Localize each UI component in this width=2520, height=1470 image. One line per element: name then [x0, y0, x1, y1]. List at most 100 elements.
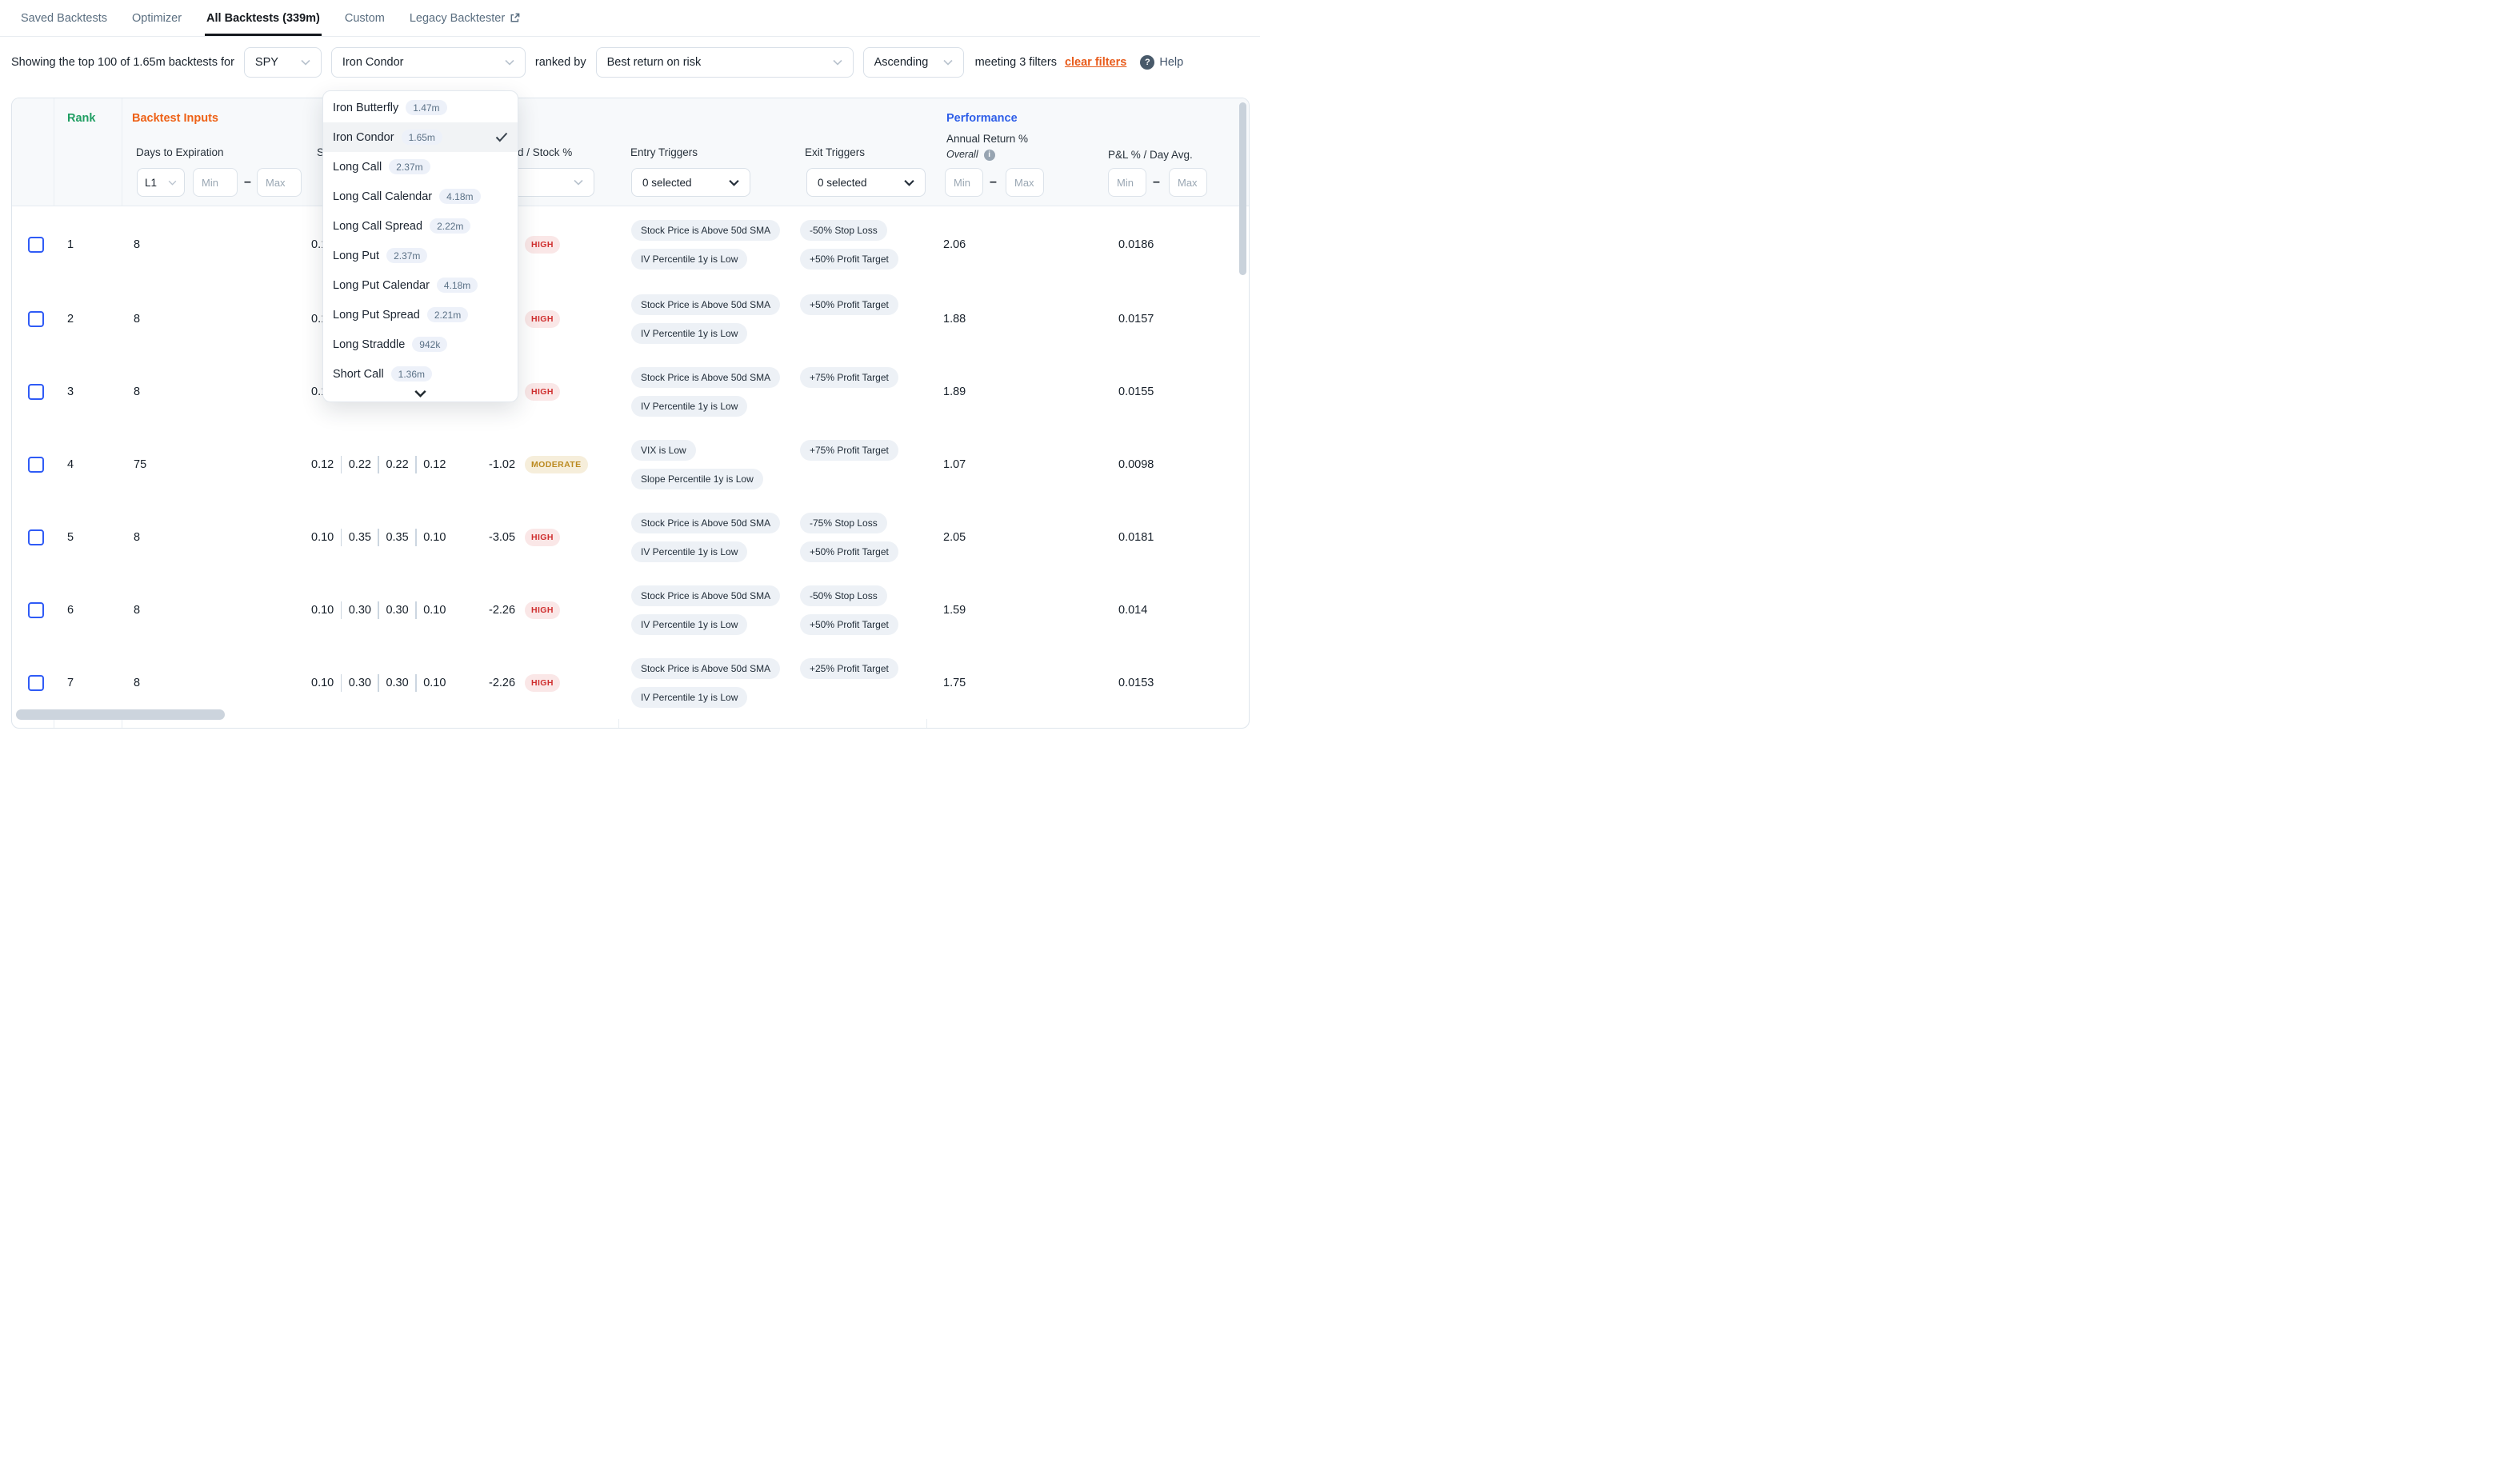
- strike-delta-values: 0.10 0.30 0.30 0.10: [311, 573, 446, 646]
- exit-trigger-pill: +50% Profit Target: [800, 541, 898, 562]
- dropdown-item-count-badge: 1.47m: [406, 100, 447, 115]
- help-button[interactable]: ? Help: [1140, 55, 1183, 70]
- vertical-scrollbar-thumb[interactable]: [1239, 102, 1246, 275]
- dropdown-item-short-call[interactable]: Short Call 1.36m: [323, 359, 518, 389]
- chevron-down-icon: [943, 59, 953, 66]
- nav-tabs: Saved Backtests Optimizer All Backtests (3…: [19, 0, 522, 36]
- chevron-down-icon: [301, 59, 310, 66]
- pl-day-min-input[interactable]: [1108, 168, 1146, 197]
- dropdown-item-label: Long Straddle: [333, 338, 406, 351]
- annual-return-column-label: Annual Return %: [946, 133, 1029, 145]
- annual-return-cell: 1.59: [943, 603, 966, 617]
- sort-order-select[interactable]: Ascending: [862, 47, 964, 78]
- table-row[interactable]: 7 8 0.10 0.30 0.30 0.10 -2.26 HIGH Stock Price i…: [12, 646, 1249, 719]
- external-link-icon: [510, 13, 520, 22]
- row-checkbox[interactable]: [28, 601, 44, 618]
- strategy-dropdown-list: Iron Butterfly 1.47m Iron Condor 1.65m Long …: [323, 93, 518, 389]
- row-checkbox[interactable]: [28, 310, 44, 327]
- strike-delta-value: 0.22: [348, 457, 371, 471]
- pl-day-cell: 0.0186: [1118, 238, 1154, 251]
- tab-all-backtests-339m[interactable]: All Backtests (339m): [205, 0, 322, 36]
- clear-filters-link[interactable]: clear filters: [1064, 56, 1127, 69]
- strike-delta-value: 0.35: [348, 530, 371, 544]
- annual-return-min-input[interactable]: [945, 168, 983, 197]
- row-checkbox[interactable]: [28, 236, 44, 253]
- dropdown-item-long-call[interactable]: Long Call 2.37m: [323, 152, 518, 182]
- horizontal-scrollbar-thumb[interactable]: [16, 709, 225, 720]
- dte-max-input[interactable]: [257, 168, 302, 197]
- dropdown-item-long-straddle[interactable]: Long Straddle 942k: [323, 330, 518, 359]
- ranked-by-label: ranked by: [534, 56, 586, 69]
- entry-trigger-pill: Stock Price is Above 50d SMA: [631, 657, 781, 679]
- strike-delta-value: 0.10: [311, 530, 334, 544]
- info-icon[interactable]: i: [983, 149, 995, 161]
- chevron-down-icon: [414, 389, 426, 397]
- dropdown-item-long-put-spread[interactable]: Long Put Spread 2.21m: [323, 300, 518, 330]
- tab-label: Custom: [344, 11, 385, 25]
- chevron-down-icon: [833, 59, 842, 66]
- tab-saved-backtests[interactable]: Saved Backtests: [19, 0, 109, 36]
- rank-cell: 6: [67, 603, 74, 617]
- dte-cell: 8: [134, 530, 141, 544]
- entry-trigger-pill: Stock Price is Above 50d SMA: [631, 585, 781, 606]
- row-checkbox[interactable]: [28, 383, 44, 400]
- dropdown-item-long-call-spread[interactable]: Long Call Spread 2.22m: [323, 211, 518, 241]
- risk-badge: HIGH: [525, 235, 560, 254]
- table-row[interactable]: 2 8 0.1 HIGH Stock Price is Above 50d SMA IV …: [12, 282, 1249, 356]
- annual-return-cell: 2.05: [943, 530, 966, 544]
- exit-trigger-pill: +75% Profit Target: [800, 366, 898, 388]
- symbol-select[interactable]: SPY: [243, 47, 322, 78]
- row-checkbox[interactable]: [28, 529, 44, 545]
- dropdown-item-count-badge: 1.65m: [401, 130, 442, 145]
- entry-trigger-pill: Stock Price is Above 50d SMA: [631, 366, 781, 388]
- strike-delta-value: 0.30: [348, 676, 371, 689]
- dropdown-item-long-put[interactable]: Long Put 2.37m: [323, 241, 518, 270]
- dte-preset-select[interactable]: L1: [137, 168, 185, 197]
- tab-legacy-backtester[interactable]: Legacy Backtester: [408, 0, 522, 36]
- exit-trigger-pill: +75% Profit Target: [800, 439, 898, 461]
- filter-bar: Showing the top 100 of 1.65m backtests f…: [0, 45, 1260, 80]
- help-label: Help: [1159, 56, 1184, 69]
- annual-return-cell: 1.89: [943, 385, 966, 398]
- entry-trigger-pill: IV Percentile 1y is Low: [631, 395, 748, 417]
- table-row[interactable]: 1 8 0.1 HIGH Stock Price is Above 50d SMA IV …: [12, 206, 1249, 283]
- exit-triggers-column-label: Exit Triggers: [805, 146, 866, 158]
- dropdown-item-count-badge: 2.22m: [430, 218, 471, 234]
- entry-triggers-select[interactable]: 0 selected: [631, 168, 750, 197]
- table-row[interactable]: 6 8 0.10 0.30 0.30 0.10 -2.26 HIGH Stock Price i…: [12, 573, 1249, 647]
- exit-trigger-pill: -50% Stop Loss: [800, 219, 887, 241]
- dropdown-scroll-more[interactable]: [323, 389, 518, 397]
- tab-custom[interactable]: Custom: [343, 0, 386, 36]
- entry-trigger-pill: IV Percentile 1y is Low: [631, 322, 748, 344]
- tab-optimizer[interactable]: Optimizer: [130, 0, 183, 36]
- dropdown-item-count-badge: 2.37m: [389, 159, 430, 174]
- table-row[interactable]: 5 8 0.10 0.35 0.35 0.10 -3.05 HIGH Stock Price i…: [12, 501, 1249, 574]
- exit-triggers-select[interactable]: 0 selected: [806, 168, 926, 197]
- rank-cell: 1: [67, 238, 74, 251]
- rank-metric-select[interactable]: Best return on risk: [595, 47, 854, 78]
- row-checkbox[interactable]: [28, 456, 44, 473]
- row-checkbox[interactable]: [28, 674, 44, 691]
- annual-return-cell: 1.07: [943, 457, 966, 471]
- annual-return-max-input[interactable]: [1006, 168, 1044, 197]
- dropdown-item-long-call-calendar[interactable]: Long Call Calendar 4.18m: [323, 182, 518, 211]
- dte-min-input[interactable]: [193, 168, 238, 197]
- risk-badge: HIGH: [525, 673, 560, 692]
- dropdown-item-long-put-calendar[interactable]: Long Put Calendar 4.18m: [323, 270, 518, 300]
- strike-delta-values: 0.10 0.30 0.30 0.10: [311, 646, 446, 719]
- table-header: Rank Backtest Inputs Performance Days to…: [12, 98, 1249, 206]
- pl-day-cell: 0.014: [1118, 603, 1148, 617]
- dropdown-item-iron-butterfly[interactable]: Iron Butterfly 1.47m: [323, 93, 518, 122]
- value-separator: [340, 673, 342, 692]
- tab-label: Saved Backtests: [21, 11, 107, 25]
- check-icon: [495, 132, 508, 142]
- strategy-select[interactable]: Iron Condor: [330, 47, 526, 78]
- value-separator: [378, 601, 379, 619]
- dropdown-item-iron-condor[interactable]: Iron Condor 1.65m: [323, 122, 518, 152]
- table-row[interactable]: 4 75 0.12 0.22 0.22 0.12 -1.02 MODERATE VIX is L…: [12, 428, 1249, 501]
- dropdown-item-count-badge: 2.37m: [386, 248, 428, 263]
- entry-trigger-pill: Stock Price is Above 50d SMA: [631, 294, 781, 315]
- table-row[interactable]: 3 8 0.1 HIGH Stock Price is Above 50d SMA IV …: [12, 355, 1249, 429]
- pl-day-max-input[interactable]: [1169, 168, 1207, 197]
- entry-trigger-pill: Slope Percentile 1y is Low: [631, 468, 763, 489]
